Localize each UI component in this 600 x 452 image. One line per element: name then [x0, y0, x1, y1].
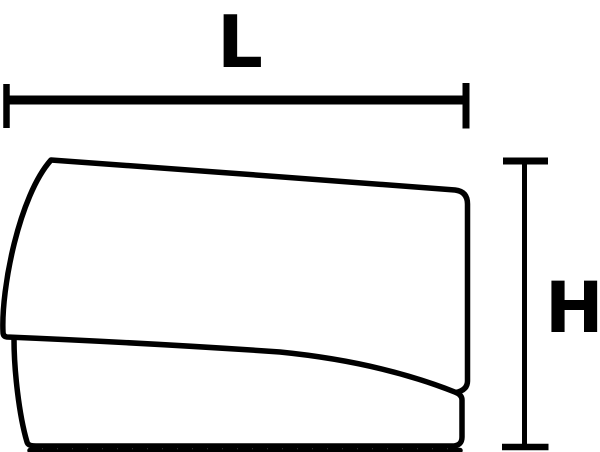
height-dimension — [502, 157, 549, 451]
length-dimension — [3, 83, 470, 129]
height-label: H — [545, 267, 600, 349]
part-upper-body-outline — [0, 157, 471, 396]
part-lower-body-outline — [11, 336, 465, 449]
length-label: L — [217, 0, 263, 84]
